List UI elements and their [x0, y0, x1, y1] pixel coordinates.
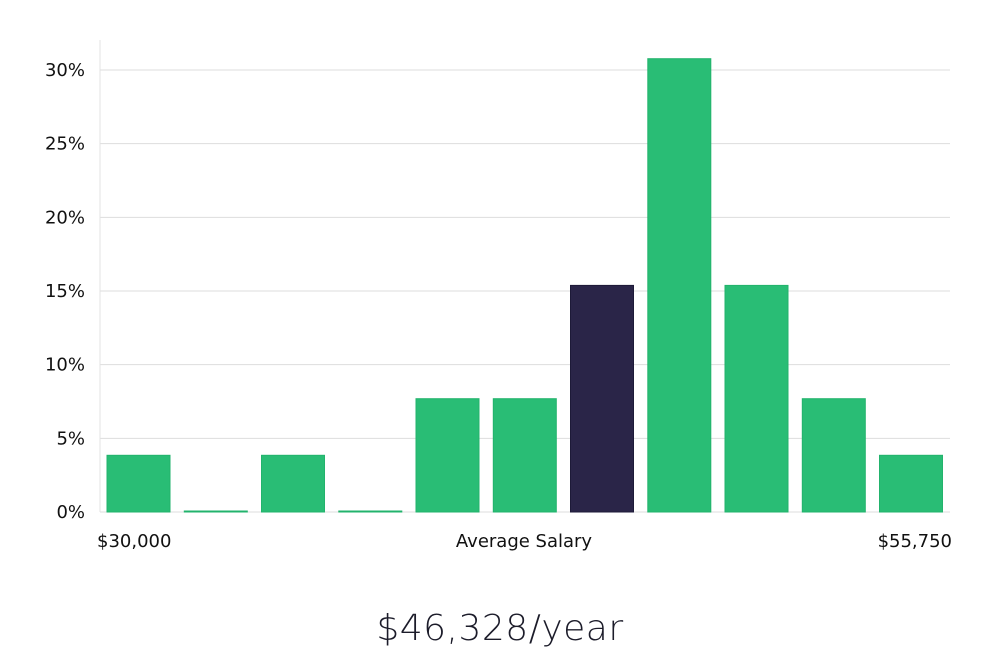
y-tick-label: 5%: [56, 428, 85, 449]
bar: [106, 454, 171, 513]
salary-histogram-chart: 0% 5% 10% 15% 20% 25% 30% $30,000 Average Sala…: [45, 40, 952, 552]
bar: [801, 398, 866, 513]
y-tick-label: 10%: [45, 355, 85, 376]
gridlines: [100, 69, 950, 513]
y-tick-label: 20%: [45, 207, 85, 228]
bar: [647, 58, 712, 513]
bar: [492, 398, 557, 513]
y-tick-label: 0%: [56, 502, 85, 523]
bar: [879, 454, 943, 513]
x-max-label: $55,750: [878, 531, 952, 552]
y-tick-label: 25%: [45, 134, 85, 155]
bars: [106, 58, 943, 513]
bar: [338, 510, 403, 513]
y-axis-ticks: 0% 5% 10% 15% 20% 25% 30%: [45, 60, 85, 523]
bar: [415, 398, 480, 513]
x-center-label: Average Salary: [456, 531, 593, 552]
bar: [183, 510, 248, 513]
average-salary-value: $46,328/year: [376, 608, 624, 649]
x-min-label: $30,000: [97, 531, 171, 552]
bar: [261, 454, 325, 513]
y-tick-label: 30%: [45, 60, 85, 81]
bar-highlight: [570, 284, 634, 513]
y-tick-label: 15%: [45, 281, 85, 302]
bar: [724, 284, 789, 513]
